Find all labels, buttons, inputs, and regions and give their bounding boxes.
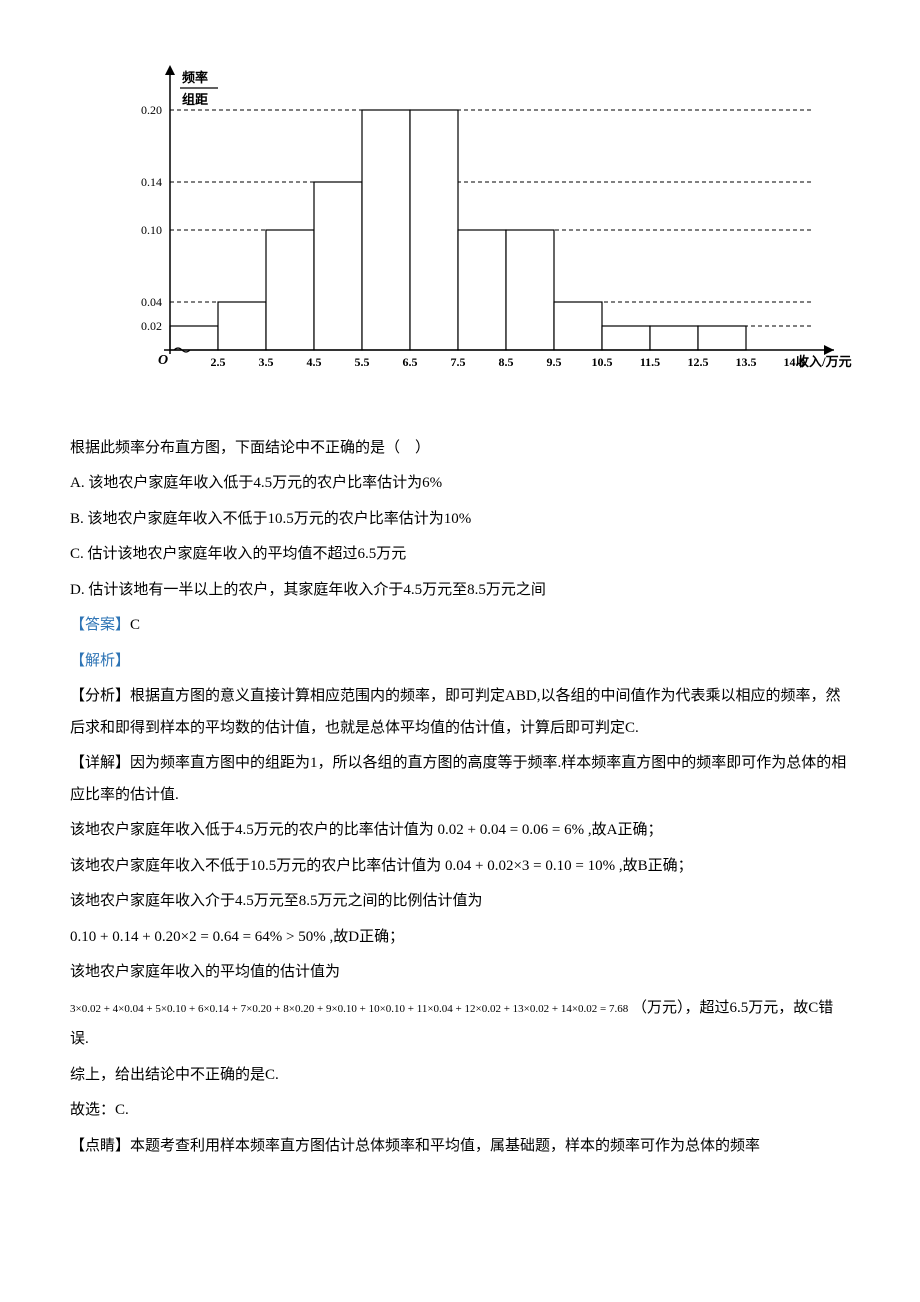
line-c-pre: 该地农户家庭年收入的平均值的估计值为 — [70, 964, 340, 980]
svg-text:5.5: 5.5 — [355, 355, 370, 369]
option-d: D. 估计该地有一半以上的农户，其家庭年收入介于4.5万元至8.5万元之间 — [70, 575, 850, 607]
therefore-line: 故选：C. — [70, 1095, 850, 1127]
svg-text:2.5: 2.5 — [211, 355, 226, 369]
line-d-math: 0.10 + 0.14 + 0.20×2 = 0.64 = 64% > 50% — [70, 929, 326, 945]
detail-section-title: 【详解】 — [70, 755, 130, 771]
analysis-label: 【解析】 — [70, 653, 130, 669]
detail-intro-paragraph: 【详解】因为频率直方图中的组距为1，所以各组的直方图的高度等于频率.样本频率直方… — [70, 748, 850, 811]
detail-line-d-pre: 该地农户家庭年收入介于4.5万元至8.5万元之间的比例估计值为 — [70, 886, 850, 918]
svg-text:收入/万元: 收入/万元 — [796, 354, 852, 369]
svg-text:11.5: 11.5 — [640, 355, 660, 369]
detail-line-b: 该地农户家庭年收入不低于10.5万元的农户比率估计值为 0.04 + 0.02×… — [70, 851, 850, 883]
line-b-pre: 该地农户家庭年收入不低于10.5万元的农户比率估计值为 — [70, 858, 441, 874]
svg-text:0.10: 0.10 — [141, 223, 162, 237]
comment-title: 【点睛】 — [70, 1138, 130, 1154]
line-a-pre: 该地农户家庭年收入低于4.5万元的农户的比率估计值为 — [70, 822, 434, 838]
svg-text:0.14: 0.14 — [141, 175, 162, 189]
detail-line-d-math: 0.10 + 0.14 + 0.20×2 = 0.64 = 64% > 50% … — [70, 922, 850, 954]
analysis-paragraph: 【分析】根据直方图的意义直接计算相应范围内的频率，即可判定ABD,以各组的中间值… — [70, 681, 850, 744]
line-b-post: ,故B正确； — [619, 858, 693, 874]
analysis-heading: 【解析】 — [70, 646, 850, 678]
line-c-unit: （万元） — [632, 1000, 685, 1016]
answer-value: C — [130, 617, 140, 633]
histogram-figure: 0.20 0.14 0.10 0.04 0.02 2.5 3.5 4.5 5.5 6.5 7.5 8.… — [100, 60, 850, 393]
svg-text:频率: 频率 — [182, 70, 208, 85]
svg-text:13.5: 13.5 — [736, 355, 757, 369]
svg-text:0.02: 0.02 — [141, 319, 162, 333]
line-c-math: 3×0.02 + 4×0.04 + 5×0.10 + 6×0.14 + 7×0.… — [70, 1003, 628, 1015]
svg-text:10.5: 10.5 — [592, 355, 613, 369]
line-a-math: 0.02 + 0.04 = 0.06 = 6% — [438, 822, 585, 838]
option-b: B. 该地农户家庭年收入不低于10.5万元的农户比率估计为10% — [70, 504, 850, 536]
svg-text:12.5: 12.5 — [688, 355, 709, 369]
comment-text: 本题考查利用样本频率直方图估计总体频率和平均值，属基础题，样本的频率可作为总体的… — [130, 1138, 760, 1154]
detail-line-a: 该地农户家庭年收入低于4.5万元的农户的比率估计值为 0.02 + 0.04 =… — [70, 815, 850, 847]
line-d-post: ,故D正确； — [330, 929, 405, 945]
svg-text:7.5: 7.5 — [451, 355, 466, 369]
detail-line-c-math-row: 3×0.02 + 4×0.04 + 5×0.10 + 6×0.14 + 7×0.… — [70, 993, 850, 1056]
analysis-section-title: 【分析】 — [70, 688, 130, 704]
option-a: A. 该地农户家庭年收入低于4.5万元的农户比率估计为6% — [70, 468, 850, 500]
svg-text:3.5: 3.5 — [259, 355, 274, 369]
comment-paragraph: 【点睛】本题考查利用样本频率直方图估计总体频率和平均值，属基础题，样本的频率可作… — [70, 1131, 850, 1163]
svg-text:O: O — [158, 353, 168, 368]
detail-line-c-pre: 该地农户家庭年收入的平均值的估计值为 — [70, 957, 850, 989]
line-a-post: ,故A正确； — [588, 822, 663, 838]
svg-text:组距: 组距 — [182, 92, 208, 107]
summary-line: 综上，给出结论中不正确的是C. — [70, 1060, 850, 1092]
histogram-svg: 0.20 0.14 0.10 0.04 0.02 2.5 3.5 4.5 5.5 6.5 7.5 8.… — [100, 60, 860, 380]
detail-intro: 因为频率直方图中的组距为1，所以各组的直方图的高度等于频率.样本频率直方图中的频… — [70, 755, 846, 803]
question-stem: 根据此频率分布直方图，下面结论中不正确的是（ ） — [70, 433, 850, 465]
answer-line: 【答案】C — [70, 610, 850, 642]
svg-text:6.5: 6.5 — [403, 355, 418, 369]
analysis-text: 根据直方图的意义直接计算相应范围内的频率，即可判定ABD,以各组的中间值作为代表… — [70, 688, 840, 736]
line-b-math: 0.04 + 0.02×3 = 0.10 = 10% — [445, 858, 615, 874]
svg-text:9.5: 9.5 — [547, 355, 562, 369]
svg-text:8.5: 8.5 — [499, 355, 514, 369]
svg-text:0.20: 0.20 — [141, 103, 162, 117]
option-c: C. 估计该地农户家庭年收入的平均值不超过6.5万元 — [70, 539, 850, 571]
answer-label: 【答案】 — [70, 617, 130, 633]
svg-text:0.04: 0.04 — [141, 295, 162, 309]
line-d-pre: 该地农户家庭年收入介于4.5万元至8.5万元之间的比例估计值为 — [70, 893, 483, 909]
svg-text:4.5: 4.5 — [307, 355, 322, 369]
